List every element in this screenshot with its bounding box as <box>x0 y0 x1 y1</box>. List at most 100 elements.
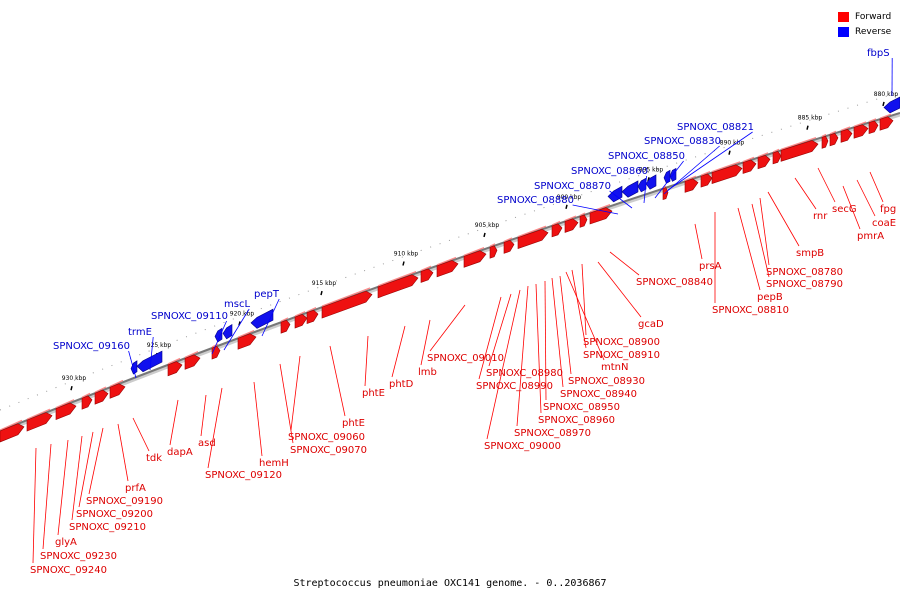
forward-gene <box>0 423 25 443</box>
genome-caption: Streptococcus pneumoniae OXC141 genome. … <box>293 578 607 589</box>
reverse-leader-line <box>663 145 720 195</box>
forward-leader-line <box>571 269 587 349</box>
tick-mark <box>402 261 405 266</box>
reverse-swatch <box>838 26 849 37</box>
tick-label: 905 kbp <box>475 222 500 229</box>
forward-gene-label: coaE <box>872 218 896 229</box>
forward-gene-label: prsA <box>699 261 722 272</box>
forward-gene <box>517 228 549 249</box>
forward-leader-line <box>478 296 502 380</box>
forward-gene <box>700 173 713 188</box>
forward-gene-highlight <box>109 379 124 387</box>
forward-gene-highlight <box>211 343 219 348</box>
legend-reverse: Reverse <box>838 24 891 39</box>
forward-gene <box>551 223 563 238</box>
forward-gene-label: SPNOXC_08940 <box>560 389 637 400</box>
reverse-leader-line <box>643 175 647 204</box>
forward-gene-label: prfA <box>125 483 146 494</box>
forward-leader-line <box>420 319 431 366</box>
forward-leader-line <box>88 427 104 495</box>
forward-leader-line <box>544 280 547 401</box>
reverse-gene <box>250 308 274 329</box>
forward-gene <box>280 319 291 334</box>
forward-gene-label: SPNOXC_09190 <box>86 496 163 507</box>
forward-gene <box>662 187 669 201</box>
forward-strand <box>0 113 894 443</box>
forward-leader-line <box>71 435 83 521</box>
forward-gene-highlight <box>684 175 697 181</box>
forward-gene <box>463 250 487 268</box>
reverse-gene-label: mscL <box>224 299 250 310</box>
forward-gene <box>757 155 771 170</box>
forward-gene <box>840 128 853 143</box>
forward-gene-highlight <box>757 152 769 158</box>
forward-leader-line <box>42 443 52 550</box>
forward-gene-label: phtE <box>342 418 365 429</box>
reverse-gene <box>637 177 647 193</box>
tick-label: 910 kbp <box>394 251 419 258</box>
forward-leader-line <box>78 431 94 508</box>
forward-gene-highlight <box>167 357 181 365</box>
forward-gene-label: phtE <box>362 388 385 399</box>
forward-gene-highlight <box>377 270 417 287</box>
forward-leader-line <box>132 417 150 452</box>
forward-gene-label: fpg <box>880 204 896 215</box>
forward-leader-line <box>364 335 369 387</box>
forward-gene <box>772 150 782 165</box>
forward-gene-highlight <box>294 311 306 317</box>
forward-gene-highlight <box>184 351 199 358</box>
forward-gene-highlight <box>489 243 496 247</box>
forward-leader-line <box>32 447 37 564</box>
forward-swatch <box>838 11 849 22</box>
reverse-gene <box>222 323 233 340</box>
forward-leader-line <box>842 185 861 230</box>
reverse-gene <box>883 96 900 114</box>
tick-label: 890 kbp <box>720 140 745 147</box>
forward-leader-line <box>581 263 587 336</box>
forward-gene-label: gcaD <box>638 319 664 330</box>
forward-gene <box>377 274 419 299</box>
forward-leader-line <box>759 197 770 266</box>
forward-gene-label: SPNOXC_08780 <box>766 267 843 278</box>
reverse-strand <box>130 96 900 375</box>
forward-gene-highlight <box>551 220 561 226</box>
reverse-leader-line <box>211 320 227 355</box>
forward-gene-highlight <box>829 130 837 135</box>
forward-gene <box>853 124 869 139</box>
forward-gene <box>821 135 829 149</box>
forward-gene-highlight <box>503 237 513 242</box>
forward-gene-label: phtD <box>389 379 414 390</box>
tick-label: 915 kbp <box>312 280 337 287</box>
forward-gene-label: SPNOXC_09240 <box>30 565 107 576</box>
tick-label: 925 kbp <box>147 342 172 349</box>
forward-gene-label: secG <box>832 204 857 215</box>
forward-gene-highlight <box>840 126 851 131</box>
forward-leader-line <box>856 179 876 217</box>
forward-gene-label: SPNOXC_08980 <box>486 368 563 379</box>
forward-gene-label: SPNOXC_09120 <box>205 470 282 481</box>
tick-mark <box>728 150 731 155</box>
reverse-leader-line <box>654 160 684 199</box>
forward-gene-highlight <box>879 113 892 119</box>
forward-gene-label: asd <box>198 438 216 449</box>
forward-gene-highlight <box>564 215 577 222</box>
forward-gene <box>436 260 459 278</box>
forward-leader-line <box>429 304 466 352</box>
forward-gene <box>564 218 579 233</box>
reverse-gene <box>621 180 639 198</box>
forward-gene-highlight <box>321 287 371 307</box>
forward-gene <box>868 120 879 135</box>
reverse-gene-label: SPNOXC_08870 <box>534 181 611 192</box>
forward-leader-line <box>516 285 529 427</box>
forward-gene <box>294 314 308 329</box>
forward-gene <box>711 164 743 184</box>
tick-mark <box>806 125 809 130</box>
forward-gene-highlight <box>306 307 317 313</box>
reverse-gene-label: trmE <box>128 327 152 338</box>
forward-leader-line <box>279 363 294 444</box>
forward-gene-label: SPNOXC_08990 <box>476 381 553 392</box>
forward-gene-highlight <box>0 419 23 431</box>
forward-gene-highlight <box>700 171 711 176</box>
forward-gene-highlight <box>742 156 755 163</box>
